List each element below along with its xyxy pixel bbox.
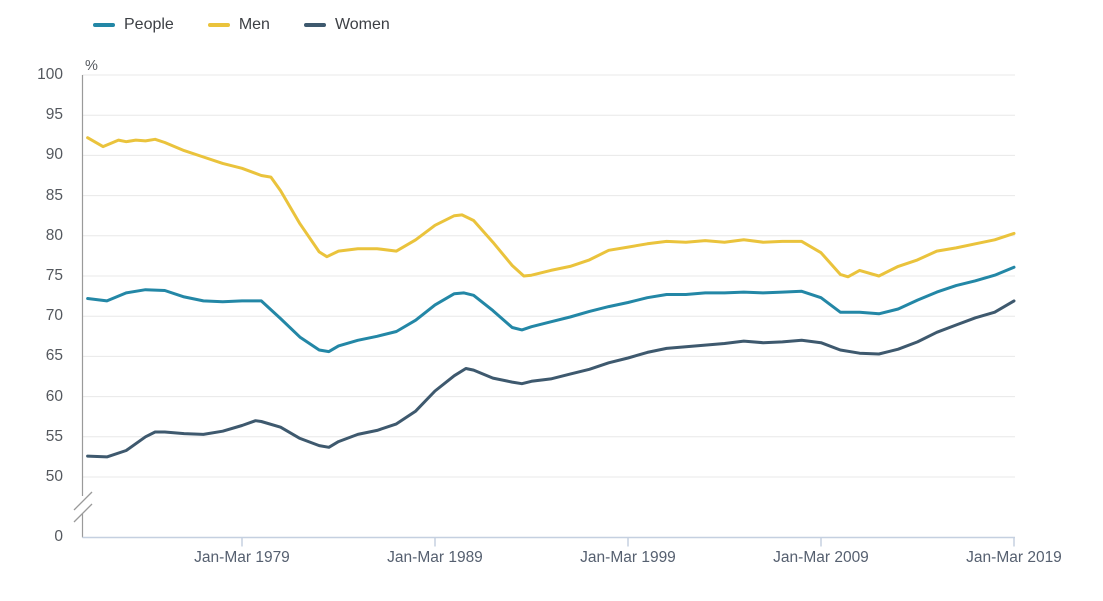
axis-break-slash <box>73 503 93 523</box>
y-tick-label-100: 100 <box>37 66 63 83</box>
x-tick-label-1979: Jan-Mar 1979 <box>194 549 290 566</box>
y-tick-label-60: 60 <box>45 387 63 405</box>
legend-label-men: Men <box>238 16 270 33</box>
y-axis-unit-label: % <box>85 58 98 74</box>
people-line-swatch <box>93 23 115 27</box>
series-line-women <box>86 299 1016 459</box>
x-tick-label-1999: Jan-Mar 1999 <box>580 549 676 566</box>
y-tick-label-0: 0 <box>54 528 63 545</box>
x-tick-label-2019: Jan-Mar 2019 <box>966 549 1062 566</box>
men-line-swatch <box>207 23 230 27</box>
legend: People Men Women <box>93 16 390 34</box>
legend-item-women[interactable]: Women <box>303 16 390 34</box>
x-tick-label-1989: Jan-Mar 1989 <box>387 549 483 566</box>
y-tick-label-55: 55 <box>45 427 63 445</box>
axis-break-slash <box>73 491 93 511</box>
y-tick-label-75: 75 <box>45 267 63 284</box>
series-line-people <box>86 265 1016 354</box>
y-tick-label-95: 95 <box>45 106 63 124</box>
y-tick-label-85: 85 <box>45 186 63 204</box>
y-tick-label-90: 90 <box>45 146 63 164</box>
women-line-swatch <box>303 23 326 27</box>
y-tick-label-65: 65 <box>45 347 63 365</box>
legend-label-women: Women <box>334 16 390 33</box>
y-tick-label-50: 50 <box>45 468 63 485</box>
series-line-men <box>86 136 1016 279</box>
legend-item-people[interactable]: People <box>93 16 174 34</box>
legend-item-men[interactable]: Men <box>207 16 270 34</box>
x-tick-label-2009: Jan-Mar 2009 <box>773 549 869 566</box>
y-tick-label-70: 70 <box>45 307 63 325</box>
y-tick-label-80: 80 <box>45 226 63 244</box>
legend-label-people: People <box>124 16 174 33</box>
